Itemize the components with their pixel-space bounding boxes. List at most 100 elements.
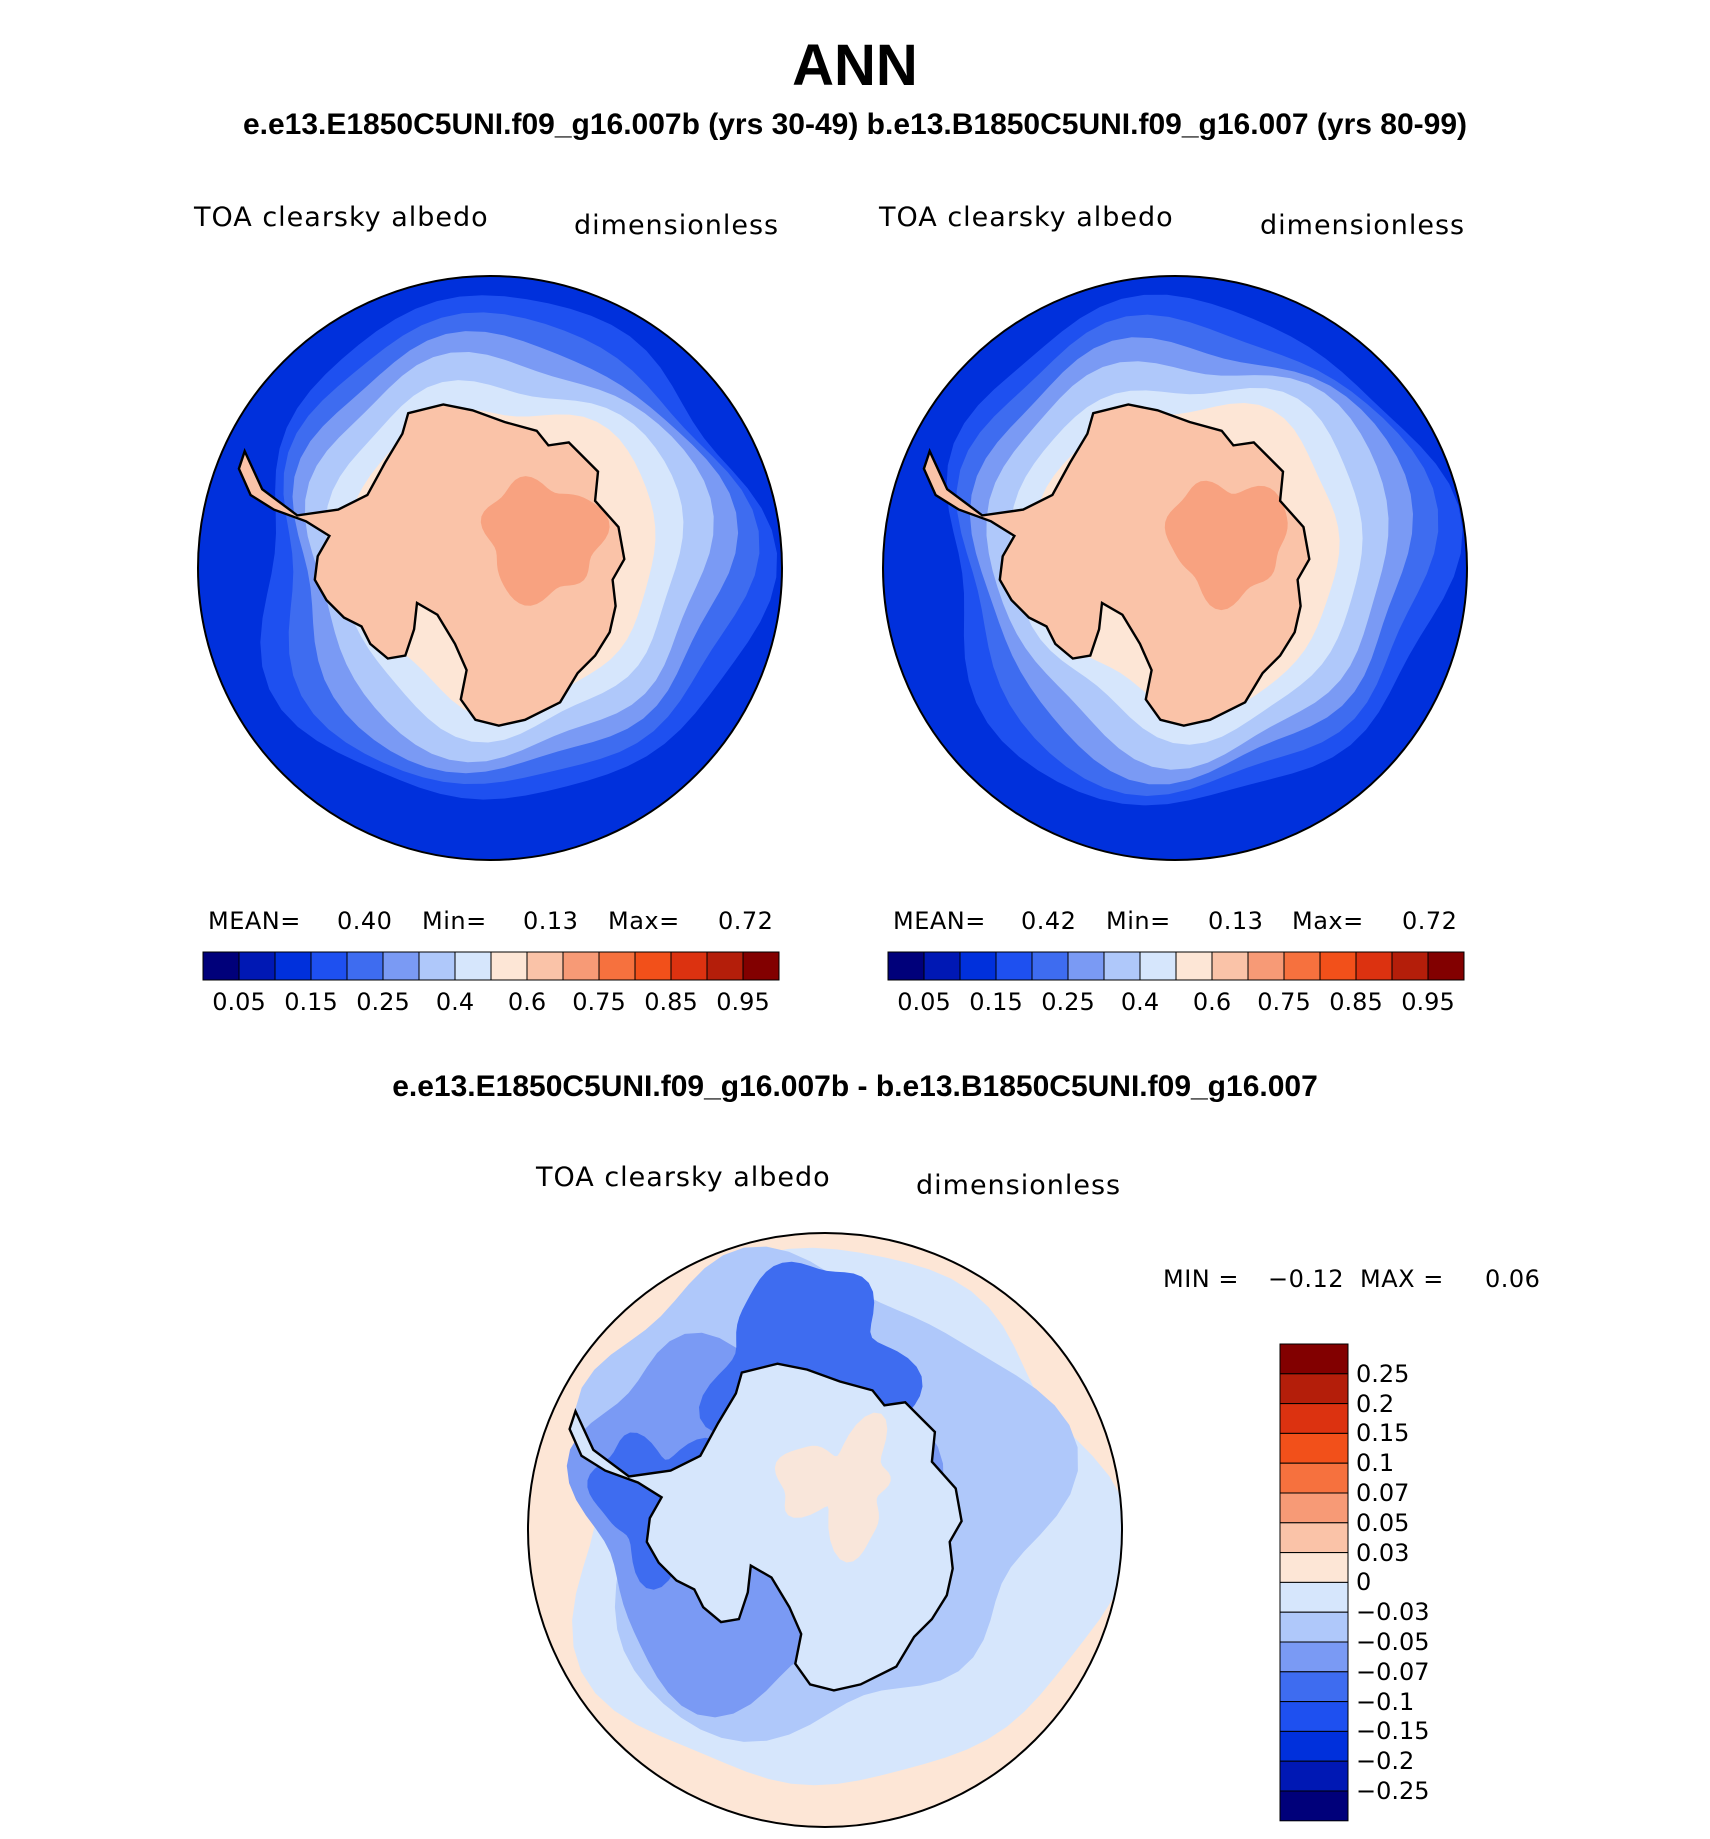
panel2-mean-label: MEAN= bbox=[893, 907, 986, 935]
panel3-coastline bbox=[568, 1362, 963, 1692]
panel1-mean-value: 0.40 bbox=[337, 907, 393, 935]
panel2-colorbar-tick-label: 0.95 bbox=[1401, 988, 1455, 1016]
panel1-colorbar-cell bbox=[382, 951, 420, 981]
panel1-colorbar-tick-label: 0.6 bbox=[507, 988, 547, 1016]
panel1-coastline bbox=[237, 403, 626, 727]
panel2-colorbar-cell bbox=[1427, 951, 1465, 981]
panel2-variable-title: TOA clearsky albedo bbox=[879, 202, 1174, 233]
panel3-colorbar-tick-label: 0.1 bbox=[1356, 1449, 1395, 1478]
panel2-mean-value: 0.42 bbox=[1021, 907, 1077, 935]
panel3-units-title: dimensionless bbox=[916, 1170, 1122, 1201]
panel3-colorbar-tick-label: −0.03 bbox=[1356, 1598, 1430, 1627]
panel3-colorbar-cell bbox=[1279, 1462, 1349, 1494]
panel2-map bbox=[882, 275, 1468, 861]
panel2-map-boundary bbox=[882, 275, 1468, 861]
panel1-colorbar-cell bbox=[202, 951, 240, 981]
panel3-map-boundary bbox=[527, 1232, 1123, 1828]
panel2-colorbar-tick-label: 0.15 bbox=[969, 988, 1023, 1016]
panel3-colorbar-cell bbox=[1279, 1373, 1349, 1405]
panel2-colorbar-tick-label: 0.4 bbox=[1120, 988, 1160, 1016]
panel1-colorbar-cell bbox=[598, 951, 636, 981]
panel2-max-label: Max= bbox=[1292, 907, 1364, 935]
panel2-colorbar-tick-label: 0.6 bbox=[1192, 988, 1232, 1016]
difference-title: e.e13.E1850C5UNI.f09_g16.007b - b.e13.B1… bbox=[392, 1070, 1318, 1103]
panel1-min-label: Min= bbox=[422, 907, 487, 935]
figure-title: ANN bbox=[792, 33, 918, 98]
panel3-variable-title: TOA clearsky albedo bbox=[536, 1162, 831, 1193]
panel2-colorbar-cell bbox=[1067, 951, 1105, 981]
panel3-colorbar-tick-label: 0.05 bbox=[1356, 1508, 1410, 1537]
panel2-colorbar-cell bbox=[1211, 951, 1249, 981]
panel3-colorbar-cell bbox=[1279, 1611, 1349, 1643]
panel3-colorbar-tick-label: −0.2 bbox=[1356, 1747, 1415, 1776]
panel3-colorbar-cell bbox=[1279, 1671, 1349, 1703]
panel3-colorbar-cell bbox=[1279, 1581, 1349, 1613]
panel1-colorbar-cell bbox=[274, 951, 312, 981]
panel2-colorbar-tick-label: 0.85 bbox=[1329, 988, 1383, 1016]
panel1-max-label: Max= bbox=[608, 907, 680, 935]
panel1-colorbar-cell bbox=[346, 951, 384, 981]
panel2-colorbar-cell bbox=[995, 951, 1033, 981]
panel3-colorbar-tick-label: 0.2 bbox=[1356, 1389, 1395, 1418]
panel1-colorbar-cell bbox=[706, 951, 744, 981]
panel2-colorbar-cell bbox=[1283, 951, 1321, 981]
panel2-units-title: dimensionless bbox=[1260, 210, 1466, 241]
panel2-colorbar-cell bbox=[1139, 951, 1177, 981]
panel1-units-title: dimensionless bbox=[574, 210, 780, 241]
panel2-colorbar-cell bbox=[1103, 951, 1141, 981]
panel1-colorbar-tick-label: 0.85 bbox=[644, 988, 698, 1016]
panel1-min-value: 0.13 bbox=[523, 907, 579, 935]
panel1-max-value: 0.72 bbox=[718, 907, 774, 935]
panel3-min-value: −0.12 bbox=[1268, 1265, 1345, 1293]
panel2-colorbar-cell bbox=[1175, 951, 1213, 981]
panel3-colorbar-cell bbox=[1279, 1403, 1349, 1434]
panel3-max-value: 0.06 bbox=[1485, 1265, 1541, 1293]
panel3-colorbar-tick-label: 0 bbox=[1356, 1568, 1372, 1597]
panel2-colorbar-cell bbox=[959, 951, 997, 981]
panel1-colorbar-cell bbox=[310, 951, 348, 981]
panel3-colorbar-cell bbox=[1279, 1522, 1349, 1554]
panel2-colorbar-cell bbox=[1031, 951, 1069, 981]
panel1-colorbar-tick-label: 0.05 bbox=[212, 988, 266, 1016]
panel2-colorbar-cell bbox=[1247, 951, 1285, 981]
panel1-colorbar-cell bbox=[238, 951, 276, 981]
panel3-colorbar-tick-label: −0.15 bbox=[1356, 1717, 1430, 1746]
panel1-map-boundary bbox=[197, 275, 783, 861]
panel1-colorbar-cell bbox=[634, 951, 672, 981]
panel2-min-value: 0.13 bbox=[1208, 907, 1264, 935]
panel2-colorbar-cell bbox=[923, 951, 961, 981]
panel1-colorbar-cell bbox=[526, 951, 564, 981]
panel2-colorbar-tick-label: 0.25 bbox=[1041, 988, 1095, 1016]
panel3-contour-band bbox=[774, 1412, 891, 1563]
panel3-colorbar-tick-label: −0.25 bbox=[1356, 1777, 1430, 1805]
panel1-colorbar-tick-label: 0.25 bbox=[356, 988, 410, 1016]
panel1-colorbar-cell bbox=[670, 951, 708, 981]
panel1-colorbar-tick-label: 0.75 bbox=[572, 988, 626, 1016]
panel1-colorbar-cell bbox=[742, 951, 780, 981]
panel3-colorbar-tick-label: −0.05 bbox=[1356, 1628, 1430, 1656]
panel1-colorbar-tick-label: 0.95 bbox=[716, 988, 770, 1016]
panel3-colorbar-cell bbox=[1279, 1432, 1349, 1464]
panel1-colorbar-tick-label: 0.4 bbox=[435, 988, 475, 1016]
panel3-colorbar-cell bbox=[1279, 1760, 1349, 1792]
panel3-colorbar-cell bbox=[1279, 1492, 1349, 1524]
panel3-colorbar-tick-label: −0.1 bbox=[1356, 1687, 1415, 1716]
panel1-variable-title: TOA clearsky albedo bbox=[194, 202, 489, 233]
panel3-colorbar-tick-label: 0.15 bbox=[1356, 1419, 1410, 1448]
panel3-colorbar-cell bbox=[1279, 1552, 1349, 1583]
panel3-colorbar-cell bbox=[1279, 1701, 1349, 1732]
panel3-max-label: MAX = bbox=[1360, 1265, 1444, 1293]
panel2-coastline bbox=[922, 403, 1311, 727]
panel2-colorbar-cell bbox=[1319, 951, 1357, 981]
panel2-colorbar-tick-label: 0.05 bbox=[897, 988, 951, 1016]
panel2-max-value: 0.72 bbox=[1402, 907, 1458, 935]
panel1-colorbar-cell bbox=[490, 951, 528, 981]
panel1-mean-label: MEAN= bbox=[208, 907, 301, 935]
panel1-colorbar-cell bbox=[454, 951, 492, 981]
panel2-colorbar-cell bbox=[887, 951, 925, 981]
panel2-colorbar-tick-label: 0.75 bbox=[1257, 988, 1311, 1016]
panel2-min-label: Min= bbox=[1106, 907, 1171, 935]
panel2-colorbar-cell bbox=[1391, 951, 1429, 981]
panel3-colorbar-tick-label: −0.07 bbox=[1356, 1657, 1430, 1686]
